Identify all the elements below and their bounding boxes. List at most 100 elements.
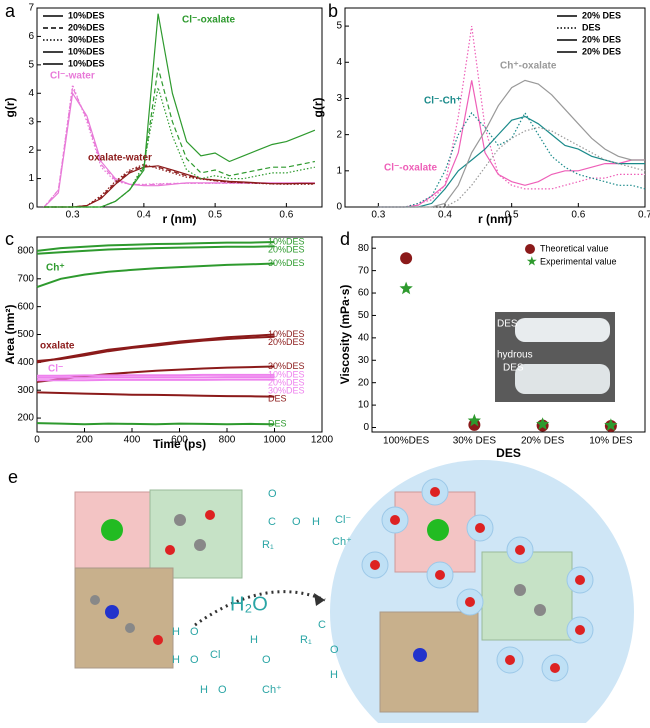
- x-axis-label: r (nm): [478, 212, 512, 226]
- chem-label: H: [172, 626, 180, 638]
- x-tick-label: 100%DES: [383, 436, 429, 447]
- x-tick-label: 400: [124, 435, 141, 446]
- x-tick-label: 600: [171, 435, 188, 446]
- plot-frame: [371, 236, 646, 433]
- c-atom: [90, 595, 100, 605]
- series-line: [43, 91, 315, 208]
- y-tick-label: 50: [358, 310, 370, 321]
- point: [604, 418, 618, 431]
- x-tick-label: 20% DES: [521, 436, 565, 447]
- annotation: Cl⁻-Ch⁺: [424, 96, 461, 107]
- x-tick-label: 0: [34, 435, 40, 446]
- end-label: DES: [268, 419, 287, 429]
- annotation: Cl⁻: [48, 364, 63, 375]
- y-tick-label: 0: [363, 422, 369, 433]
- y-tick-label: 1: [336, 165, 342, 176]
- y-tick-label: 3: [336, 93, 342, 104]
- chem-label: Cl: [210, 649, 220, 661]
- x-tick-label: 0.3: [66, 210, 80, 221]
- chem-label: O: [218, 684, 227, 696]
- y-tick-label: 3: [28, 116, 34, 127]
- legend-marker: ★: [526, 253, 538, 268]
- x-tick-label: 1200: [311, 435, 334, 446]
- chem-label: H: [330, 669, 338, 681]
- end-label: 10%DES: [268, 236, 305, 246]
- series-line: [44, 163, 315, 208]
- chem-label: H: [250, 634, 258, 646]
- vial: [515, 364, 610, 394]
- annotation: Cl⁻-oxalate: [182, 15, 236, 26]
- end-label: DES: [268, 393, 287, 403]
- annotation: oxalate: [40, 341, 75, 352]
- inset-label: DES: [503, 363, 524, 374]
- series-line: [37, 373, 275, 377]
- y-tick-label: 0: [336, 202, 342, 213]
- n-atom: [105, 605, 119, 619]
- y-tick-label: 2: [336, 129, 342, 140]
- y-tick-label: 20: [358, 377, 370, 388]
- point: [400, 252, 413, 265]
- legend-label: 20% DES: [582, 10, 621, 20]
- cl-atom: [101, 519, 123, 541]
- y-tick-label: 700: [17, 273, 34, 284]
- series-line: [37, 376, 275, 379]
- point: [536, 417, 550, 430]
- x-tick-label: 30% DES: [453, 436, 497, 447]
- chem-label: R₁: [300, 634, 312, 646]
- panel-label: e: [8, 467, 18, 487]
- c-atom: [534, 604, 546, 616]
- series-line: [378, 26, 645, 208]
- end-label: 30%DES: [268, 385, 305, 395]
- panel-label: a: [5, 1, 16, 21]
- series-line: [378, 80, 645, 208]
- legend-label: Experimental value: [540, 256, 617, 266]
- y-axis-label: Viscosity (mPa·s): [338, 285, 352, 385]
- chem-label: H: [312, 516, 320, 528]
- chem-label: R₁: [262, 539, 274, 551]
- end-label: 10%DES: [268, 329, 305, 339]
- series-line: [36, 391, 275, 398]
- legend-label: 10%DES: [68, 10, 105, 20]
- y-tick-label: 10: [358, 400, 370, 411]
- end-label: 20%DES: [268, 377, 305, 387]
- panel-label: b: [328, 1, 338, 21]
- legend-label: 20% DES: [582, 34, 621, 44]
- series-line: [36, 335, 275, 362]
- inset-label: DES: [497, 319, 518, 330]
- x-tick-label: 0.4: [438, 210, 452, 221]
- oxalate-block: [481, 551, 573, 641]
- inset-label: hydrous: [497, 350, 533, 361]
- x-tick-label: 0.5: [208, 210, 222, 221]
- legend-label: Theoretical value: [540, 243, 609, 253]
- y-tick-label: 1: [28, 173, 34, 184]
- y-tick-label: 600: [17, 301, 34, 312]
- water-label: H₂O: [230, 593, 268, 615]
- annotation: oxalate-water: [88, 153, 152, 164]
- series-line: [36, 241, 275, 252]
- end-label: 30%DES: [268, 361, 305, 371]
- end-label: 10%DES: [268, 369, 305, 379]
- y-tick-label: 400: [17, 357, 34, 368]
- chem-label: O: [190, 626, 199, 638]
- chem-label: O: [262, 654, 271, 666]
- arrow: [194, 590, 326, 627]
- y-tick-label: 200: [17, 413, 34, 424]
- x-tick-label: 0.5: [505, 210, 519, 221]
- c-atom: [125, 623, 135, 633]
- chem-label: O: [190, 654, 199, 666]
- chem-label: O: [330, 644, 339, 656]
- legend-label: 10%DES: [68, 46, 105, 56]
- y-tick-label: 5: [336, 21, 342, 32]
- o-atom: [165, 545, 175, 555]
- legend-label: 30%DES: [68, 34, 105, 44]
- panel-label: c: [5, 229, 14, 249]
- y-tick-label: 4: [28, 88, 34, 99]
- x-tick-label: 800: [219, 435, 236, 446]
- y-tick-label: 2: [28, 145, 34, 156]
- y-tick-label: 30: [358, 355, 370, 366]
- ch-block: [74, 567, 174, 669]
- series-line: [37, 378, 275, 382]
- y-tick-label: 4: [336, 57, 342, 68]
- vial: [515, 318, 610, 342]
